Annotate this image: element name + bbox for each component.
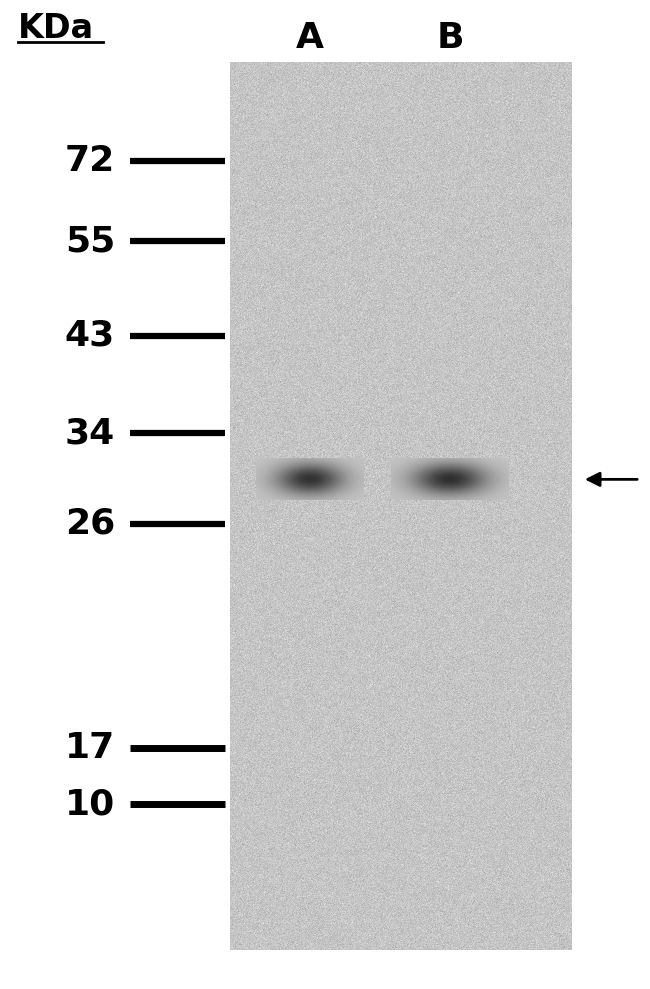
Text: 34: 34 <box>65 416 115 450</box>
Text: 26: 26 <box>65 506 115 541</box>
Text: KDa: KDa <box>18 12 94 45</box>
Text: 10: 10 <box>65 787 115 822</box>
Text: 43: 43 <box>65 318 115 352</box>
Text: 55: 55 <box>65 225 115 258</box>
Text: 17: 17 <box>65 731 115 764</box>
Text: 72: 72 <box>65 144 115 178</box>
Text: B: B <box>436 21 463 55</box>
Text: A: A <box>296 21 324 55</box>
